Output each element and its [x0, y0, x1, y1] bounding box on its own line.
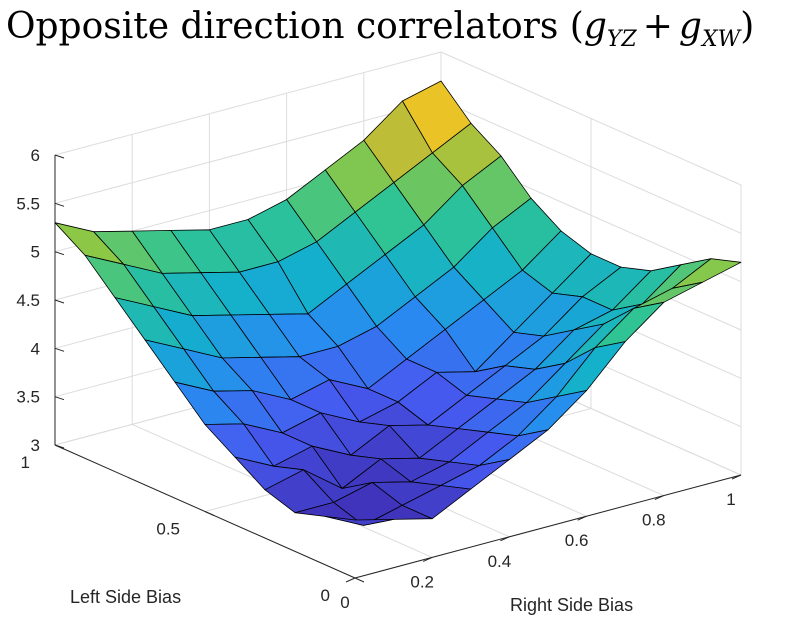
y-tick-label-0: 0 — [321, 586, 330, 605]
z-tick-label-0: 3 — [31, 436, 40, 455]
x-tick-label-0: 0 — [340, 593, 349, 612]
x-tick-label-1: 0.2 — [410, 572, 434, 591]
y-tick-label-1: 0.5 — [156, 520, 180, 539]
chart-title-g2: g — [679, 6, 702, 47]
x-tick-5 — [731, 474, 742, 480]
x-tick-label-4: 0.8 — [642, 511, 666, 530]
chart-title-close: ) — [740, 6, 754, 47]
grid-line-backx-z-5 — [440, 99, 742, 234]
grid-line-backx-z-6 — [440, 51, 742, 186]
x-tick-3 — [577, 515, 587, 521]
surface — [54, 80, 742, 526]
z-tick-5 — [54, 202, 65, 207]
z-tick-1 — [54, 396, 65, 401]
y-tick-label-2: 1 — [21, 453, 30, 472]
y-tick-0 — [354, 577, 365, 583]
chart-title-g1: g — [584, 6, 607, 47]
z-tick-label-3: 4.5 — [16, 291, 40, 310]
z-tick-2 — [54, 347, 65, 352]
z-tick-label-1: 3.5 — [16, 388, 40, 407]
z-tick-label-2: 4 — [31, 339, 40, 358]
grid-line-backy-z-5 — [54, 99, 442, 204]
x-axis-line — [354, 474, 742, 579]
z-tick-label-4: 5 — [31, 243, 40, 262]
x-tick-4 — [654, 495, 665, 501]
chart-title-text: Opposite direction correlators ( — [6, 6, 584, 47]
chart-title-plus: + — [643, 6, 673, 47]
y-tick-1 — [204, 511, 215, 516]
axis-labels: Right Side Bias Left Side Bias — [70, 587, 633, 615]
z-tick-label-5: 5.5 — [16, 194, 40, 213]
z-tick-6 — [54, 154, 65, 159]
surface-patch-0-0 — [324, 516, 395, 526]
x-tick-1 — [422, 556, 433, 562]
chart-title-sub1: YZ — [607, 27, 638, 52]
chart-title: Opposite direction correlators (gYZ + gXW) — [6, 6, 754, 52]
x-tick-label-2: 0.4 — [488, 552, 512, 571]
z-tick-4 — [54, 251, 65, 256]
z-tick-0 — [54, 444, 65, 449]
grid-line-backy-z-6 — [54, 51, 442, 156]
x-tick-0 — [345, 577, 356, 583]
z-tick-3 — [54, 299, 65, 304]
y-axis-label: Left Side Bias — [70, 587, 181, 607]
x-tick-label-3: 0.6 — [565, 531, 589, 550]
z-tick-label-6: 6 — [31, 146, 40, 165]
x-tick-2 — [500, 536, 510, 542]
x-tick-label-5: 1 — [726, 490, 735, 509]
x-axis-label: Right Side Bias — [510, 595, 633, 615]
chart-title-sub2: XW — [700, 27, 743, 52]
